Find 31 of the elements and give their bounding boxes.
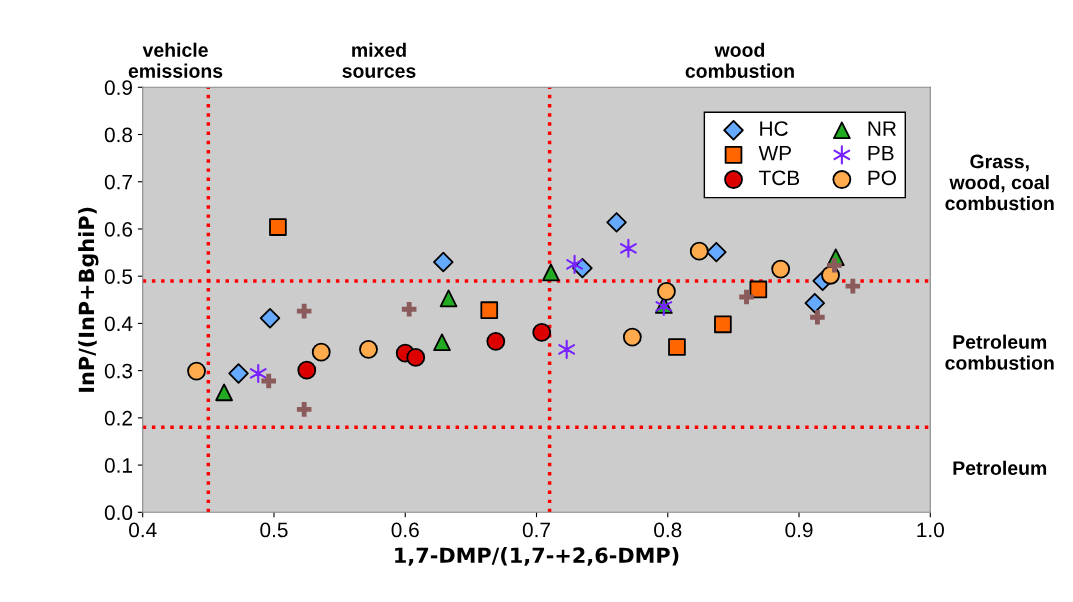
- y-tick-label: 0.6: [104, 221, 133, 237]
- y-tick-label: 0.3: [104, 363, 133, 379]
- legend-label: HC: [760, 121, 788, 136]
- y-tick-label: 0.7: [104, 174, 132, 190]
- text: vehicle emissions: [128, 42, 223, 78]
- x-tick-label: 1.0: [917, 522, 944, 538]
- x-tick-label: 0.9: [785, 522, 813, 538]
- x-tick-label: 0.4: [129, 522, 157, 538]
- x-axis-title: 1,7-DMP/(1,7-+2,6-DMP): [395, 547, 679, 566]
- legend-label: PO: [868, 170, 896, 186]
- legend-label: PB: [868, 146, 894, 161]
- legend-label: NR: [868, 121, 896, 136]
- x-tick-label: 0.8: [654, 522, 682, 538]
- x-tick-label: 0.7: [522, 522, 550, 538]
- text: wood combustion: [685, 42, 794, 78]
- y-tick-label: 0.1: [104, 458, 132, 473]
- legend-label: TCB: [758, 170, 800, 186]
- y-tick-label: 0.4: [104, 316, 133, 332]
- y-tick-label: 0.9: [104, 80, 132, 96]
- y-tick-label: 0.0: [104, 505, 133, 521]
- x-tick-label: 0.6: [391, 522, 419, 538]
- y-tick-label: 0.5: [104, 269, 133, 284]
- y-tick-label: 0.8: [104, 127, 133, 143]
- y-axis-title: InP/(InP+BghiP): [78, 207, 99, 392]
- y-tick-label: 0.2: [104, 410, 132, 426]
- x-tick-label: 0.5: [260, 522, 288, 538]
- text: Petroleum combustion: [945, 334, 1054, 370]
- legend-label: WP: [758, 146, 791, 161]
- text: Grass, wood, coal combustion: [945, 154, 1054, 211]
- text: Petroleum: [953, 460, 1047, 476]
- text: mixed sources: [342, 42, 416, 78]
